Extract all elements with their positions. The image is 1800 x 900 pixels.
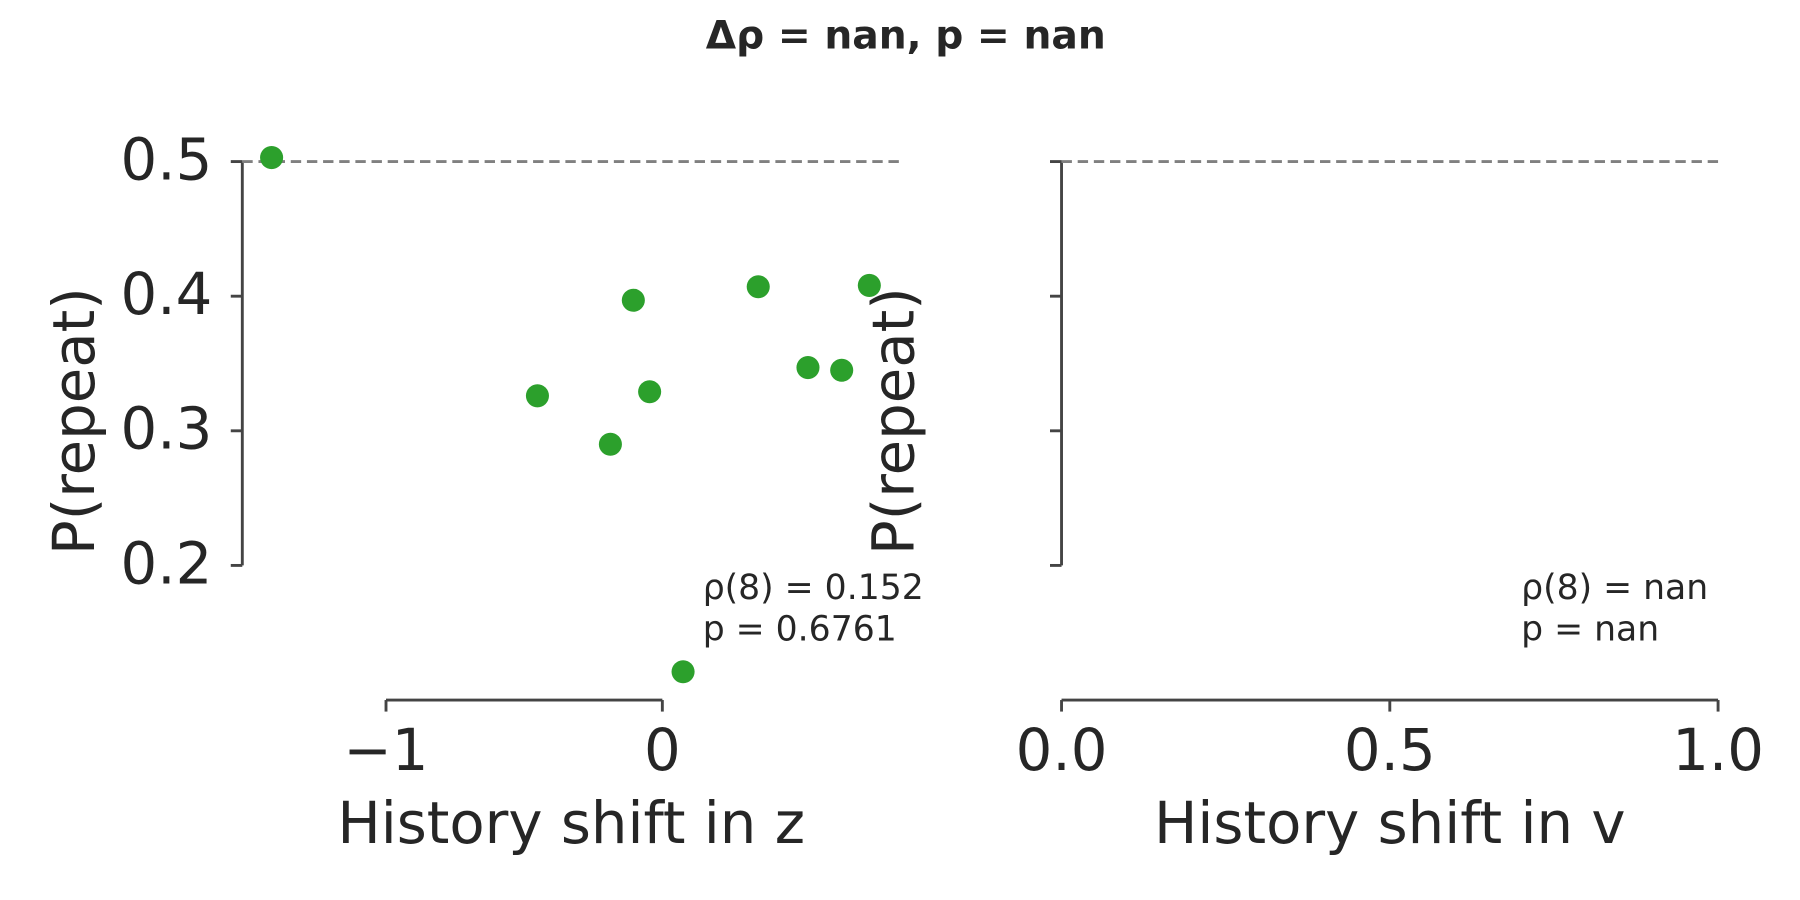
data-point — [598, 432, 622, 456]
data-point — [638, 380, 662, 404]
x-axis-label: History shift in v — [1154, 789, 1626, 857]
y-axis-label: P(repeat) — [40, 287, 108, 555]
x-tick-label: −1 — [343, 716, 428, 784]
stats-annotation: p = 0.6761 — [703, 609, 897, 649]
stats-annotation: p = nan — [1521, 609, 1659, 649]
figure-title: Δρ = nan, p = nan — [706, 14, 1106, 59]
x-tick-label: 1.0 — [1672, 716, 1764, 784]
x-tick-label: 0 — [644, 716, 681, 784]
data-point — [857, 273, 881, 297]
data-point — [746, 275, 770, 299]
stats-annotation: ρ(8) = nan — [1521, 568, 1708, 608]
y-tick-label: 0.5 — [121, 126, 213, 194]
data-point — [621, 288, 645, 312]
panel: 0.0 0.5 1.0 History shift in v P(repeat) ρ(8)… — [859, 160, 1764, 857]
y-axis-label: P(repeat) — [859, 287, 927, 555]
data-point — [796, 356, 820, 380]
data-point — [671, 660, 695, 684]
y-tick-label: 0.2 — [121, 529, 213, 597]
data-point — [830, 358, 854, 382]
stats-annotation: ρ(8) = 0.152 — [703, 568, 924, 608]
x-tick-label: 0.0 — [1016, 716, 1108, 784]
data-point — [525, 384, 549, 408]
data-point — [260, 146, 284, 170]
x-tick-label: 0.5 — [1344, 716, 1436, 784]
y-tick-label: 0.3 — [121, 395, 213, 463]
x-axis-label: History shift in z — [337, 789, 805, 857]
y-tick-label: 0.4 — [121, 260, 213, 328]
